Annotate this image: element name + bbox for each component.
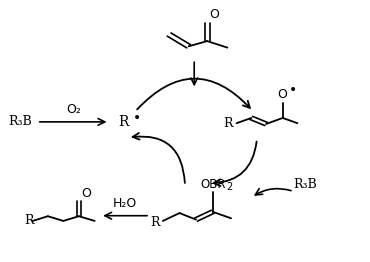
Text: R₃B: R₃B <box>293 178 317 191</box>
Text: R: R <box>223 117 233 130</box>
Text: O: O <box>81 187 91 200</box>
Text: R: R <box>118 115 128 129</box>
Text: H₂O: H₂O <box>113 197 137 210</box>
Text: •: • <box>289 83 297 97</box>
Text: OBR: OBR <box>200 178 225 191</box>
Text: O: O <box>278 88 287 101</box>
Text: 2: 2 <box>226 182 232 192</box>
Text: R₃B: R₃B <box>8 115 32 128</box>
Text: R: R <box>25 214 34 227</box>
Text: •: • <box>133 112 141 125</box>
Text: O₂: O₂ <box>66 103 81 116</box>
Text: O: O <box>210 8 219 21</box>
Text: R: R <box>151 216 160 229</box>
